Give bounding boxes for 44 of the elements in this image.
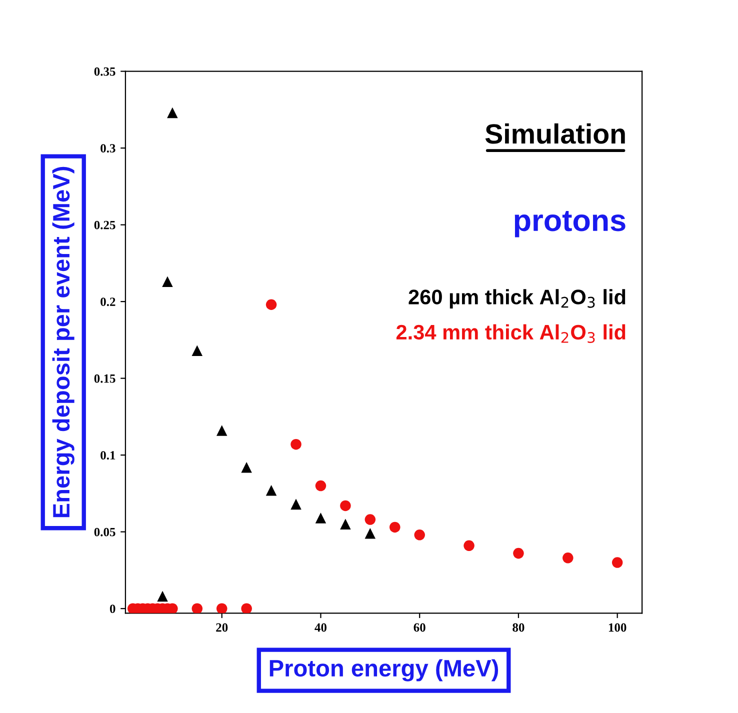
point bbox=[464, 540, 474, 552]
y-tick-label: 0.1 bbox=[100, 451, 116, 460]
point bbox=[340, 518, 351, 530]
point bbox=[216, 425, 228, 436]
point bbox=[364, 528, 376, 539]
point bbox=[364, 514, 376, 525]
point bbox=[266, 299, 277, 310]
x-tick-label: 40 bbox=[314, 623, 327, 632]
y-tick-label: 0.2 bbox=[100, 298, 116, 306]
x-tick-label: 80 bbox=[512, 623, 524, 632]
point bbox=[612, 557, 623, 568]
y-tick-label: 0.25 bbox=[94, 220, 116, 230]
x-tick-label: 100 bbox=[608, 623, 626, 632]
annotation: Simulation bbox=[485, 123, 625, 144]
point bbox=[315, 512, 326, 524]
point bbox=[290, 498, 302, 510]
y-tick-label: 0 bbox=[110, 604, 116, 614]
point bbox=[162, 276, 173, 287]
x-tick-label: 60 bbox=[414, 623, 426, 632]
point bbox=[266, 484, 277, 496]
point bbox=[340, 500, 351, 512]
y-tick-label: 0.15 bbox=[94, 374, 116, 383]
point bbox=[241, 462, 252, 473]
point bbox=[216, 603, 228, 614]
point bbox=[167, 107, 178, 118]
annotation: protons bbox=[514, 210, 626, 238]
point bbox=[414, 530, 425, 540]
text: 2.34 mm thick Al$_{2}$O$_{3}$ lid bbox=[396, 324, 626, 344]
y-tick-label: 0.3 bbox=[100, 144, 116, 153]
point bbox=[157, 590, 168, 602]
point bbox=[562, 552, 574, 564]
y-tick-label: 0.05 bbox=[94, 528, 116, 536]
point bbox=[513, 548, 524, 559]
point bbox=[241, 603, 252, 614]
point bbox=[192, 345, 203, 356]
x-tick-label: 20 bbox=[216, 623, 228, 632]
y-axis-title: Energy deposit per event (MeV) bbox=[52, 166, 74, 518]
text: 260 µm thick Al$_{2}$O$_{3}$ lid bbox=[408, 289, 626, 309]
point bbox=[290, 438, 302, 450]
point bbox=[192, 603, 203, 614]
y-tick-label: 0.35 bbox=[94, 67, 116, 76]
x-axis-title: Proton energy (MeV) bbox=[270, 659, 498, 682]
point bbox=[390, 522, 400, 533]
point bbox=[315, 480, 326, 492]
